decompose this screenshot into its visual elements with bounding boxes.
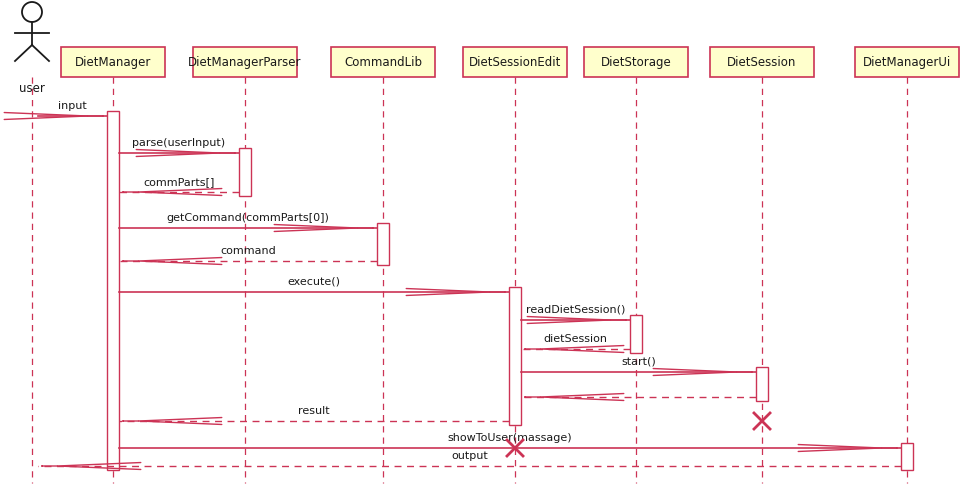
FancyBboxPatch shape bbox=[756, 367, 768, 401]
Text: DietStorage: DietStorage bbox=[601, 55, 671, 69]
Text: DietSession: DietSession bbox=[727, 55, 797, 69]
Text: CommandLib: CommandLib bbox=[344, 55, 422, 69]
FancyBboxPatch shape bbox=[463, 47, 567, 77]
FancyBboxPatch shape bbox=[509, 287, 521, 425]
Text: command: command bbox=[220, 246, 276, 256]
Text: DietSessionEdit: DietSessionEdit bbox=[468, 55, 562, 69]
FancyBboxPatch shape bbox=[584, 47, 688, 77]
Text: start(): start() bbox=[621, 357, 656, 367]
Text: output: output bbox=[451, 451, 488, 461]
Text: commParts[]: commParts[] bbox=[143, 177, 215, 187]
Text: dietSession: dietSession bbox=[544, 334, 608, 344]
FancyBboxPatch shape bbox=[193, 47, 297, 77]
FancyBboxPatch shape bbox=[630, 315, 642, 353]
FancyBboxPatch shape bbox=[331, 47, 435, 77]
Text: getCommand(commParts[0]): getCommand(commParts[0]) bbox=[167, 213, 329, 223]
Text: DietManagerParser: DietManagerParser bbox=[188, 55, 302, 69]
Text: DietManagerUi: DietManagerUi bbox=[862, 55, 952, 69]
FancyBboxPatch shape bbox=[107, 111, 119, 470]
Text: result: result bbox=[298, 406, 330, 416]
Text: execute(): execute() bbox=[287, 277, 340, 287]
FancyBboxPatch shape bbox=[377, 223, 389, 265]
Text: showToUser(massage): showToUser(massage) bbox=[448, 433, 572, 443]
Text: parse(userInput): parse(userInput) bbox=[132, 138, 225, 148]
FancyBboxPatch shape bbox=[239, 148, 251, 196]
Text: input: input bbox=[58, 101, 87, 111]
FancyBboxPatch shape bbox=[61, 47, 165, 77]
Text: DietManager: DietManager bbox=[74, 55, 151, 69]
FancyBboxPatch shape bbox=[710, 47, 814, 77]
Text: readDietSession(): readDietSession() bbox=[526, 305, 625, 315]
FancyBboxPatch shape bbox=[901, 443, 913, 470]
FancyBboxPatch shape bbox=[855, 47, 959, 77]
Text: user: user bbox=[19, 82, 45, 95]
